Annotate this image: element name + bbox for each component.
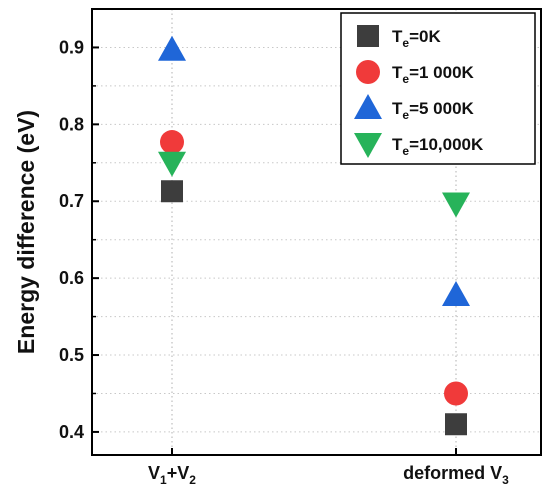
data-point-triangle-down-2	[442, 192, 470, 218]
x-axis-labels: V1+V2 deformed V3	[148, 448, 509, 487]
data-point-triangle-up-1	[158, 35, 186, 61]
y-tick-label: 0.4	[59, 422, 84, 442]
legend-marker-circle	[356, 60, 380, 84]
data-point-square-2	[445, 413, 467, 436]
legend-label: Te=5 000K	[392, 99, 475, 122]
legend: Te=0K Te=1 000K Te=5 000K Te=10,000K	[340, 12, 536, 165]
data-point-square-1	[161, 180, 183, 203]
legend-label: Te=1 000K	[392, 63, 475, 86]
y-tick-label: 0.6	[59, 268, 84, 288]
y-tick-label: 0.7	[59, 191, 84, 211]
legend-marker-triangle-up	[354, 94, 382, 119]
y-tick-label: 0.8	[59, 114, 84, 134]
data-markers	[158, 35, 470, 436]
y-tick-label: 0.5	[59, 345, 84, 365]
data-point-circle-2	[444, 381, 468, 406]
data-point-triangle-up-2	[442, 281, 470, 307]
data-point-circle-1	[160, 130, 184, 155]
y-axis-label: Energy difference (eV)	[13, 110, 39, 354]
legend-marker-square	[357, 25, 379, 47]
y-tick-label: 0.9	[59, 37, 84, 57]
plot-frame	[91, 8, 542, 456]
x-category-label: deformed V3	[403, 463, 509, 487]
legend-label: Te=0K	[392, 27, 441, 50]
legend-marker-triangle-down	[354, 133, 382, 158]
data-point-triangle-down-1	[158, 151, 186, 177]
legend-label: Te=10,000K	[392, 135, 484, 158]
x-category-label: V1+V2	[148, 463, 196, 487]
